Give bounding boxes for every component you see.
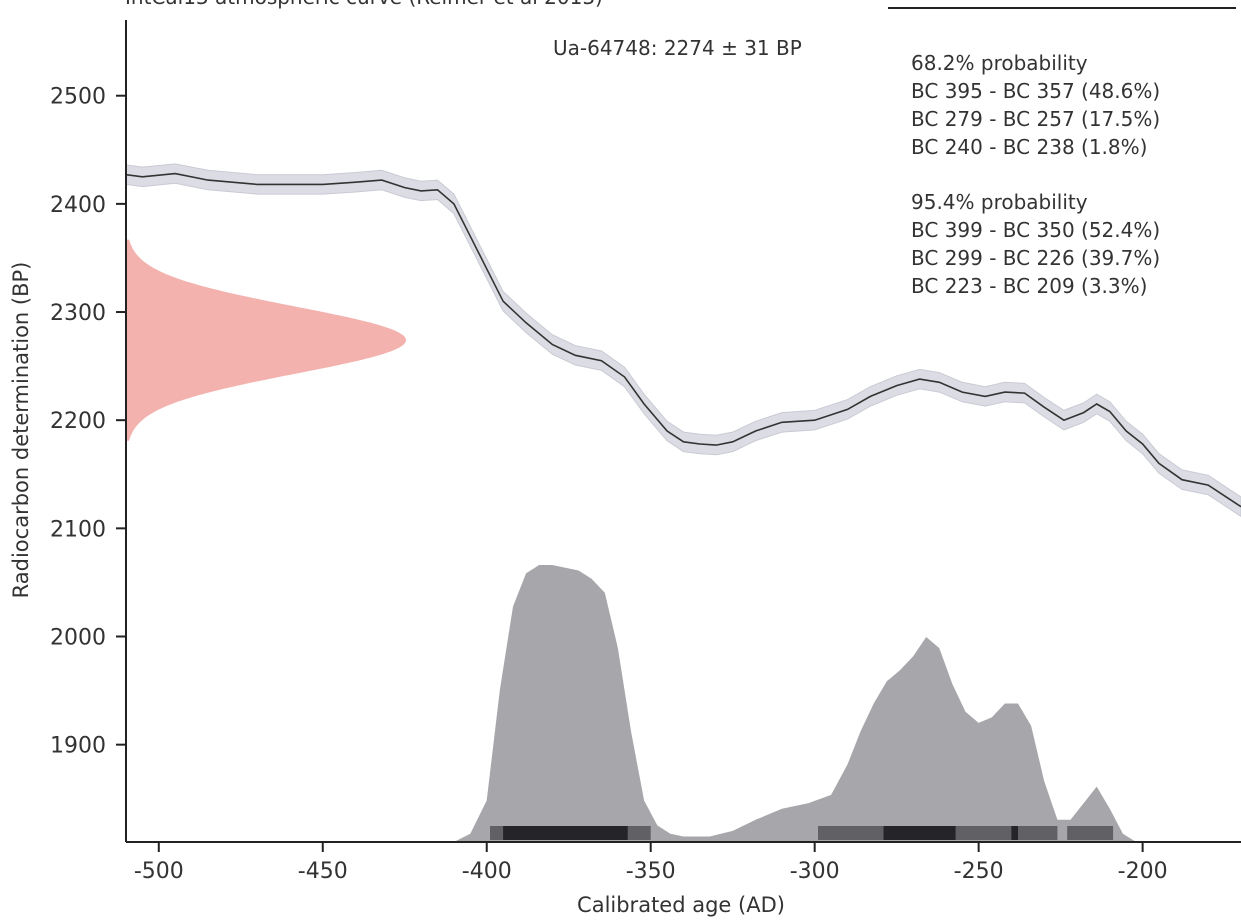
chart-header-text: IntCal13 atmospheric curve (Reimer et al… xyxy=(125,0,603,9)
prob-95-range-3: BC 223 - BC 209 (3.3%) xyxy=(911,274,1147,298)
prob-68-range-2: BC 279 - BC 257 (17.5%) xyxy=(911,107,1160,131)
range-bar-68 xyxy=(503,826,628,840)
calibrated-area xyxy=(453,565,1137,842)
x-axis-ticks: -500 -450 -400 -350 -300 -250 -200 xyxy=(134,842,1168,884)
prob-95-title: 95.4% probability xyxy=(911,190,1088,214)
x-tick-label: -400 xyxy=(462,859,512,884)
measurement-bell xyxy=(126,239,406,441)
x-tick-label: -450 xyxy=(298,859,348,884)
y-axis-title: Radiocarbon determination (BP) xyxy=(9,262,33,599)
y-tick-label: 2100 xyxy=(50,517,106,542)
calibrated-distribution xyxy=(453,565,1137,842)
y-tick-label: 2300 xyxy=(50,301,106,326)
calibration-curve-line xyxy=(125,172,1241,508)
x-tick-label: -250 xyxy=(954,859,1004,884)
curve-band xyxy=(125,163,1241,517)
measurement-distribution xyxy=(126,239,406,441)
y-tick-label: 2200 xyxy=(50,409,106,434)
y-tick-label: 2400 xyxy=(50,193,106,218)
x-tick-label: -200 xyxy=(1118,859,1168,884)
calibration-curve-band xyxy=(125,163,1241,517)
range-bar-68 xyxy=(1011,826,1018,840)
prob-95-range-2: BC 299 - BC 226 (39.7%) xyxy=(911,246,1160,270)
y-axis-ticks: 1900 2000 2100 2200 2300 2400 2500 xyxy=(50,85,126,759)
y-tick-label: 2500 xyxy=(50,85,106,110)
curve-line xyxy=(125,172,1241,508)
x-tick-label: -300 xyxy=(790,859,840,884)
x-tick-label: -500 xyxy=(134,859,184,884)
y-tick-label: 1900 xyxy=(50,734,106,759)
prob-68-range-3: BC 240 - BC 238 (1.8%) xyxy=(911,135,1147,159)
x-tick-label: -350 xyxy=(626,859,676,884)
sample-label: Ua-64748: 2274 ± 31 BP xyxy=(553,36,802,60)
probability-range-bars xyxy=(490,826,1114,840)
x-axis-title: Calibrated age (AD) xyxy=(577,893,785,917)
y-tick-label: 2000 xyxy=(50,626,106,651)
range-bar-68 xyxy=(883,826,956,840)
prob-95-range-1: BC 399 - BC 350 (52.4%) xyxy=(911,218,1160,242)
prob-68-range-1: BC 395 - BC 357 (48.6%) xyxy=(911,79,1160,103)
range-bar-95 xyxy=(1067,826,1114,840)
prob-68-title: 68.2% probability xyxy=(911,51,1088,75)
